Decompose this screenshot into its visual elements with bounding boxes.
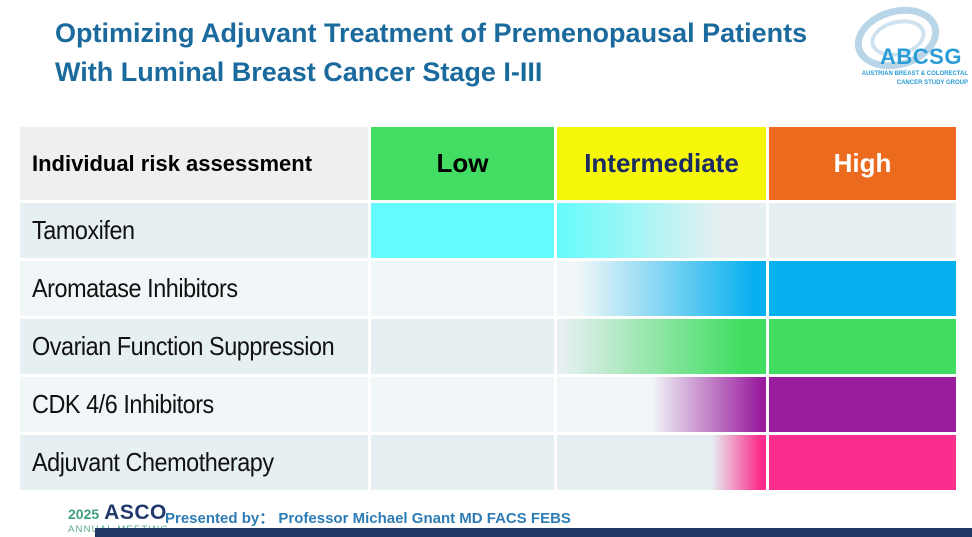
chemo-high-cell [769, 435, 956, 490]
tamoxifen-high-cell [769, 203, 956, 258]
cdk-high-cell [769, 377, 956, 432]
column-header-high: High [769, 127, 956, 200]
cdk-low-cell [371, 377, 554, 432]
presented-by-label: Presented by： [165, 510, 275, 527]
table-header-label: Individual risk assessment [20, 127, 368, 200]
abcsg-logo-subtitle: AUSTRIAN BREAST & COLORECTAL CANCER STUD… [850, 70, 968, 88]
asco-year: 2025 [68, 506, 100, 522]
slide-title: Optimizing Adjuvant Treatment of Premeno… [55, 18, 808, 88]
ofs-low-cell [371, 319, 554, 374]
chemo-low-cell [371, 435, 554, 490]
presenter-name: Professor Michael Gnant MD FACS FEBS [278, 510, 571, 527]
column-header-low: Low [371, 127, 554, 200]
row-label-text: Adjuvant Chemotherapy [32, 447, 274, 477]
column-header-intermediate: Intermediate [557, 127, 766, 200]
ofs-high-cell [769, 319, 956, 374]
abcsg-logo-text: ABCSG [880, 44, 962, 69]
asco-name: ASCO [104, 501, 167, 524]
footer-bar [95, 528, 972, 537]
row-label: Adjuvant Chemotherapy [20, 435, 368, 490]
row-label: CDK 4/6 Inhibitors [20, 377, 368, 432]
row-label: Tamoxifen [20, 203, 368, 258]
abcsg-subtitle-line1: AUSTRIAN BREAST & COLORECTAL [861, 71, 968, 77]
chemo-intermediate-cell [557, 435, 766, 490]
row-label-text: Ovarian Function Suppression [32, 331, 335, 361]
row-label: Aromatase Inhibitors [20, 261, 368, 316]
row-label-text: CDK 4/6 Inhibitors [32, 389, 214, 419]
risk-assessment-table: Individual risk assessment Low Intermedi… [20, 127, 956, 490]
aromatase-intermediate-cell [557, 261, 766, 316]
abcsg-logo: ABCSG AUSTRIAN BREAST & COLORECTAL CANCE… [847, 0, 968, 112]
row-label: Ovarian Function Suppression [20, 319, 368, 374]
abcsg-subtitle-line2: CANCER STUDY GROUP [896, 80, 968, 86]
ofs-intermediate-cell [557, 319, 766, 374]
presented-by: Presented by： Professor Michael Gnant MD… [165, 507, 571, 528]
aromatase-high-cell [769, 261, 956, 316]
asco-logo-top: 2025 ASCO [68, 501, 169, 525]
row-label-text: Aromatase Inhibitors [32, 273, 238, 303]
tamoxifen-low-cell [371, 203, 554, 258]
tamoxifen-intermediate-cell [557, 203, 766, 258]
cdk-intermediate-cell [557, 377, 766, 432]
row-label-text: Tamoxifen [32, 215, 135, 245]
aromatase-low-cell [371, 261, 554, 316]
